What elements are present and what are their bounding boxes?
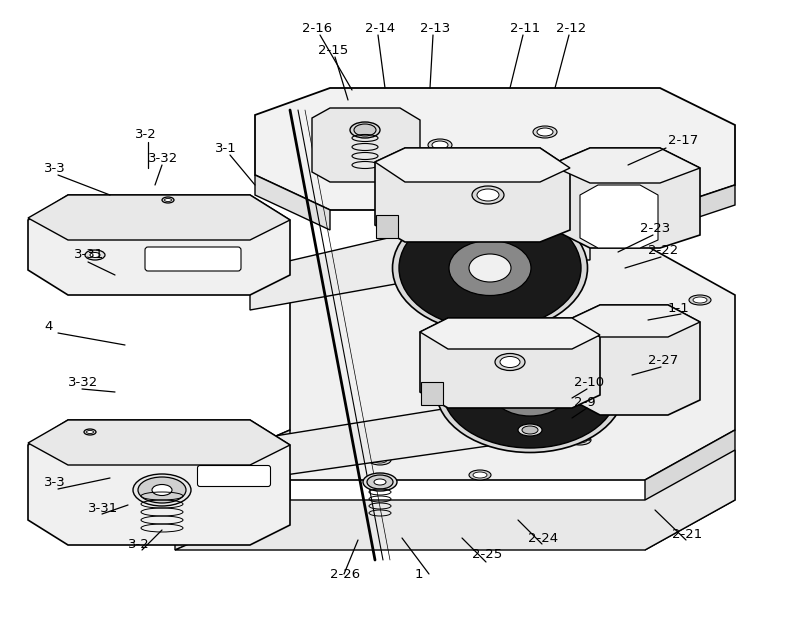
Text: 2-13: 2-13 bbox=[420, 22, 450, 34]
Polygon shape bbox=[28, 420, 290, 545]
Polygon shape bbox=[255, 88, 735, 210]
Ellipse shape bbox=[495, 353, 525, 371]
Text: 3-31: 3-31 bbox=[74, 248, 104, 262]
Ellipse shape bbox=[522, 426, 538, 434]
Text: 2-11: 2-11 bbox=[510, 22, 540, 34]
Ellipse shape bbox=[518, 424, 542, 436]
FancyBboxPatch shape bbox=[145, 247, 241, 271]
Ellipse shape bbox=[436, 327, 624, 452]
Ellipse shape bbox=[152, 484, 172, 496]
Polygon shape bbox=[420, 318, 600, 408]
Text: 2-12: 2-12 bbox=[556, 22, 586, 34]
Ellipse shape bbox=[533, 126, 557, 138]
Polygon shape bbox=[28, 195, 290, 240]
Ellipse shape bbox=[350, 122, 380, 138]
Ellipse shape bbox=[399, 207, 581, 329]
Text: 3-3: 3-3 bbox=[44, 161, 66, 175]
Text: 4: 4 bbox=[44, 320, 53, 332]
Text: 2-23: 2-23 bbox=[640, 221, 670, 235]
Ellipse shape bbox=[569, 435, 591, 445]
Ellipse shape bbox=[500, 357, 520, 367]
Polygon shape bbox=[250, 395, 590, 480]
Text: 2-9: 2-9 bbox=[574, 396, 595, 408]
Ellipse shape bbox=[138, 477, 186, 503]
Text: 2-27: 2-27 bbox=[648, 353, 678, 366]
Polygon shape bbox=[175, 430, 290, 550]
Polygon shape bbox=[250, 205, 590, 310]
Text: 2-10: 2-10 bbox=[574, 376, 604, 389]
Text: 3-32: 3-32 bbox=[148, 151, 178, 165]
Polygon shape bbox=[568, 305, 700, 415]
Ellipse shape bbox=[393, 203, 587, 333]
Ellipse shape bbox=[669, 385, 691, 395]
Ellipse shape bbox=[491, 364, 569, 416]
Text: 3-2: 3-2 bbox=[128, 537, 150, 551]
Polygon shape bbox=[550, 148, 700, 248]
Ellipse shape bbox=[473, 472, 487, 478]
Polygon shape bbox=[375, 148, 570, 242]
Ellipse shape bbox=[133, 474, 191, 506]
Polygon shape bbox=[420, 318, 600, 349]
Text: 3-31: 3-31 bbox=[88, 501, 118, 514]
Ellipse shape bbox=[432, 141, 448, 149]
Ellipse shape bbox=[511, 378, 549, 403]
Polygon shape bbox=[28, 420, 290, 465]
Polygon shape bbox=[580, 185, 658, 248]
Ellipse shape bbox=[472, 186, 504, 204]
Text: 3-1: 3-1 bbox=[215, 142, 237, 154]
Ellipse shape bbox=[374, 479, 386, 485]
Polygon shape bbox=[255, 175, 330, 230]
Ellipse shape bbox=[449, 241, 531, 295]
Ellipse shape bbox=[477, 189, 499, 201]
Ellipse shape bbox=[354, 124, 376, 136]
Ellipse shape bbox=[84, 429, 96, 435]
Polygon shape bbox=[28, 195, 290, 295]
Ellipse shape bbox=[537, 128, 553, 136]
Ellipse shape bbox=[693, 297, 707, 303]
Text: 2-17: 2-17 bbox=[668, 133, 698, 147]
Ellipse shape bbox=[469, 470, 491, 480]
Text: 2-14: 2-14 bbox=[365, 22, 395, 34]
Text: 2-15: 2-15 bbox=[318, 43, 348, 57]
Ellipse shape bbox=[373, 457, 387, 463]
Ellipse shape bbox=[369, 455, 391, 465]
Polygon shape bbox=[421, 382, 443, 405]
Ellipse shape bbox=[85, 250, 105, 260]
Text: 2-24: 2-24 bbox=[528, 531, 558, 544]
Polygon shape bbox=[568, 305, 700, 337]
Ellipse shape bbox=[689, 295, 711, 305]
Ellipse shape bbox=[442, 332, 617, 448]
Ellipse shape bbox=[162, 197, 174, 203]
FancyBboxPatch shape bbox=[198, 466, 271, 487]
Text: 3-32: 3-32 bbox=[68, 376, 98, 389]
Text: 1: 1 bbox=[415, 567, 424, 581]
Ellipse shape bbox=[367, 475, 393, 489]
Text: 2-16: 2-16 bbox=[302, 22, 332, 34]
Polygon shape bbox=[376, 215, 398, 238]
Polygon shape bbox=[175, 245, 735, 480]
Ellipse shape bbox=[673, 387, 687, 393]
Polygon shape bbox=[550, 148, 700, 183]
Ellipse shape bbox=[428, 139, 452, 151]
Polygon shape bbox=[645, 430, 735, 550]
Text: 1-1: 1-1 bbox=[668, 302, 690, 315]
Polygon shape bbox=[175, 450, 735, 550]
Text: 3-2: 3-2 bbox=[135, 128, 157, 142]
Text: 2-22: 2-22 bbox=[648, 244, 678, 256]
Polygon shape bbox=[312, 108, 420, 182]
Ellipse shape bbox=[573, 437, 587, 443]
Text: 3-3: 3-3 bbox=[44, 475, 66, 489]
Ellipse shape bbox=[363, 473, 397, 491]
Text: 2-25: 2-25 bbox=[472, 549, 502, 561]
Ellipse shape bbox=[87, 431, 93, 433]
Ellipse shape bbox=[469, 254, 511, 282]
Text: 2-26: 2-26 bbox=[330, 567, 360, 581]
Ellipse shape bbox=[90, 253, 100, 258]
Polygon shape bbox=[660, 185, 735, 230]
Text: 2-21: 2-21 bbox=[672, 528, 702, 540]
Polygon shape bbox=[375, 148, 570, 182]
Ellipse shape bbox=[164, 198, 172, 202]
